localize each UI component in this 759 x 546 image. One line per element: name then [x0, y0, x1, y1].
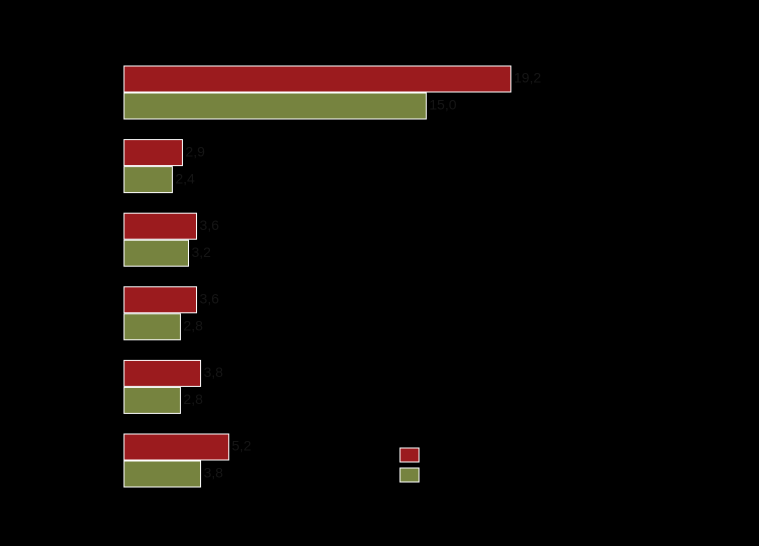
value-label: 2,8: [183, 391, 203, 407]
bar: [123, 92, 427, 120]
value-label: 15,0: [429, 97, 456, 113]
bar: [123, 460, 202, 488]
bar: [123, 286, 198, 314]
value-label: 2,9: [185, 143, 205, 159]
legend-swatch: [399, 467, 420, 483]
value-label: 5,2: [232, 438, 252, 454]
bar: [123, 359, 202, 387]
bar: [123, 65, 512, 93]
bar: [123, 433, 230, 461]
value-label: 3,8: [204, 465, 224, 481]
value-label: 3,6: [200, 291, 220, 307]
bar: [123, 386, 181, 414]
bar: [123, 313, 181, 341]
value-label: 2,8: [183, 318, 203, 334]
bar: [123, 212, 198, 240]
bar: [123, 139, 183, 167]
bar: [123, 166, 173, 194]
value-label: 3,8: [204, 364, 224, 380]
bar: [123, 239, 189, 267]
value-label: 19,2: [514, 70, 541, 86]
value-label: 3,2: [191, 244, 211, 260]
value-label: 2,4: [175, 170, 195, 186]
legend-swatch: [399, 447, 420, 463]
value-label: 3,6: [200, 217, 220, 233]
